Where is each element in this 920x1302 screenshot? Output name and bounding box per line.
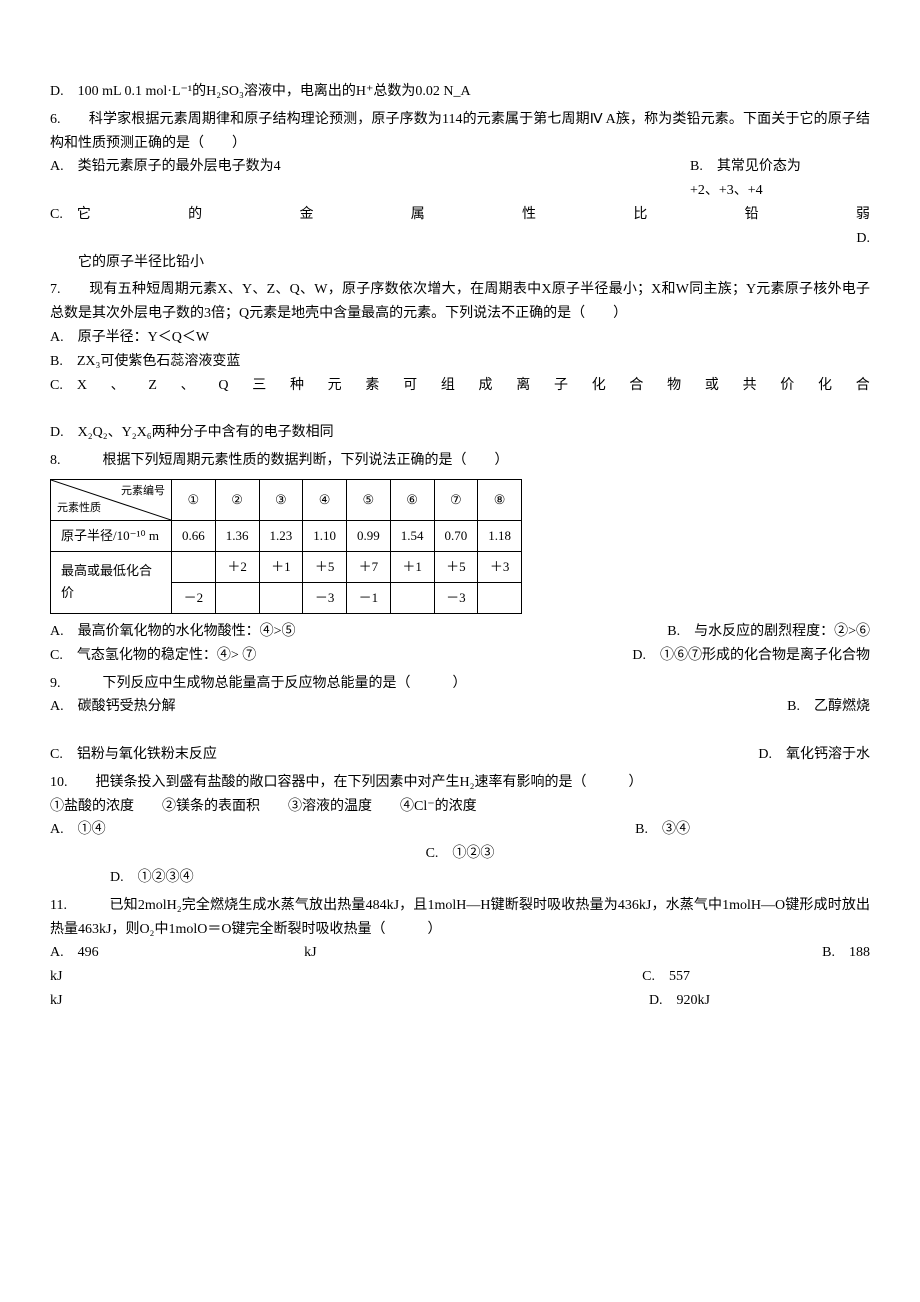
- q11-optA-mid: kJ: [304, 941, 316, 965]
- q11-stem: 11. 已知2molH₂完全燃烧生成水蒸气放出热量484kJ，且1molH—H键…: [50, 894, 870, 942]
- q7: 7. 现有五种短周期元素X、Y、Z、Q、W，原子序数依次增大，在周期表中X原子半…: [50, 278, 870, 445]
- q11-optB: B. 188: [822, 941, 870, 965]
- q9-optA: A. 碳酸钙受热分解: [50, 695, 176, 719]
- q9-optB: B. 乙醇燃烧: [787, 695, 870, 719]
- q10-row-AB: A. ①④ B. ③④: [50, 818, 870, 842]
- q6-optC-7: 弱: [856, 203, 870, 227]
- q8: 8. 根据下列短周期元素性质的数据判断，下列说法正确的是（ ） 元素编号 元素性…: [50, 449, 870, 668]
- q7-row-C: C. X 、 Z 、 Q 三 种 元 素 可 组 成 离 子 化 合 物 或 共…: [50, 374, 870, 398]
- q7-stem: 7. 现有五种短周期元素X、Y、Z、Q、W，原子序数依次增大，在周期表中X原子半…: [50, 278, 870, 326]
- q6-row-AB: A. 类铅元素原子的最外层电子数为4 B. 其常见价态为+2、+3、+4: [50, 155, 870, 203]
- q8-optB: B. 与水反应的剧烈程度：②>⑥: [667, 620, 870, 644]
- q8-row-AB: A. 最高价氧化物的水化物酸性：④>⑤ B. 与水反应的剧烈程度：②>⑥: [50, 620, 870, 644]
- q6-optB-head: B. 其常见价态为+2、+3、+4: [690, 155, 870, 203]
- q8-optA: A. 最高价氧化物的水化物酸性：④>⑤: [50, 620, 296, 644]
- q11-row-CD: kJ D. 920kJ: [50, 989, 870, 1013]
- q6-optD-tag: D.: [50, 227, 870, 251]
- q8-row-CD: C. 气态氢化物的稳定性：④> ⑦ D. ①⑥⑦形成的化合物是离子化合物: [50, 644, 870, 668]
- q9-optD: D. 氧化钙溶于水: [758, 743, 870, 767]
- q11-optD: D. 920kJ: [649, 989, 710, 1013]
- q11: 11. 已知2molH₂完全燃烧生成水蒸气放出热量484kJ，且1molH—H键…: [50, 894, 870, 1013]
- q8-optC: C. 气态氢化物的稳定性：④> ⑦: [50, 644, 256, 668]
- q7-optD: D. X₂Q₂、Y₂X₆两种分子中含有的电子数相同: [50, 421, 870, 445]
- q7-optC-0: C. X: [50, 374, 87, 398]
- q11-row-A: A. 496 kJ B. 188: [50, 941, 870, 965]
- q6-optC-1: 的: [188, 203, 202, 227]
- q10: 10. 把镁条投入到盛有盐酸的敞口容器中，在下列因素中对产生H₂速率有影响的是（…: [50, 771, 870, 890]
- q6-optD: 它的原子半径比铅小: [50, 251, 870, 275]
- q6-optC-6: 铅: [745, 203, 759, 227]
- q11-optA-left: A. 496: [50, 941, 99, 965]
- q9-row-CD: C. 铝粉与氧化铁粉末反应 D. 氧化钙溶于水: [50, 743, 870, 767]
- q9-stem: 9. 下列反应中生成物总能量高于反应物总能量的是（ ）: [50, 672, 870, 696]
- q5-optD-text: D. 100 mL 0.1 mol·L⁻¹的H₂SO₃溶液中，电离出的H⁺总数为…: [50, 84, 471, 99]
- q10-optA: A. ①④: [50, 818, 106, 842]
- q11-optC2: kJ: [50, 989, 62, 1013]
- q7-optB: B. ZX₃可使紫色石蕊溶液变蓝: [50, 350, 870, 374]
- q11-optB2: kJ: [50, 965, 62, 989]
- q10-stem: 10. 把镁条投入到盛有盐酸的敞口容器中，在下列因素中对产生H₂速率有影响的是（…: [50, 771, 870, 795]
- q6-stem: 6. 科学家根据元素周期律和原子结构理论预测，原子序数为114的元素属于第七周期…: [50, 108, 870, 156]
- q6-optC-3: 属: [411, 203, 425, 227]
- q10-optC: C. ①②③: [50, 842, 870, 866]
- q6-optC-2: 金: [299, 203, 313, 227]
- q11-optC: C. 557: [642, 965, 690, 989]
- q10-items: ①盐酸的浓度 ②镁条的表面积 ③溶液的温度 ④Cl⁻的浓度: [50, 795, 870, 819]
- q6-optA: A. 类铅元素原子的最外层电子数为4: [50, 155, 281, 203]
- q5-optD: D. 100 mL 0.1 mol·L⁻¹的H₂SO₃溶液中，电离出的H⁺总数为…: [50, 80, 870, 104]
- q7-optA: A. 原子半径：Y＜Q＜W: [50, 326, 870, 350]
- q6-optC-4: 性: [522, 203, 536, 227]
- q9-row-AB: A. 碳酸钙受热分解 B. 乙醇燃烧: [50, 695, 870, 719]
- q6: 6. 科学家根据元素周期律和原子结构理论预测，原子序数为114的元素属于第七周期…: [50, 108, 870, 275]
- q8-table: 元素编号 元素性质 ① ② ③ ④ ⑤ ⑥ ⑦ ⑧ 原子半径/10⁻¹⁰ m 0…: [50, 479, 522, 614]
- q11-row-BC: kJ C. 557: [50, 965, 870, 989]
- q9-optC: C. 铝粉与氧化铁粉末反应: [50, 743, 217, 767]
- q10-optD: D. ①②③④: [50, 866, 870, 890]
- q6-optC-5: 比: [633, 203, 647, 227]
- q8-table-hdr: 元素编号 元素性质: [51, 479, 172, 520]
- q6-optC-0: C. 它: [50, 203, 91, 227]
- q10-optB: B. ③④: [635, 818, 690, 842]
- q8-optD: D. ①⑥⑦形成的化合物是离子化合物: [632, 644, 870, 668]
- q6-row-C: C. 它 的 金 属 性 比 铅 弱: [50, 203, 870, 227]
- q8-stem: 8. 根据下列短周期元素性质的数据判断，下列说法正确的是（ ）: [50, 449, 870, 473]
- q9: 9. 下列反应中生成物总能量高于反应物总能量的是（ ） A. 碳酸钙受热分解 B…: [50, 672, 870, 767]
